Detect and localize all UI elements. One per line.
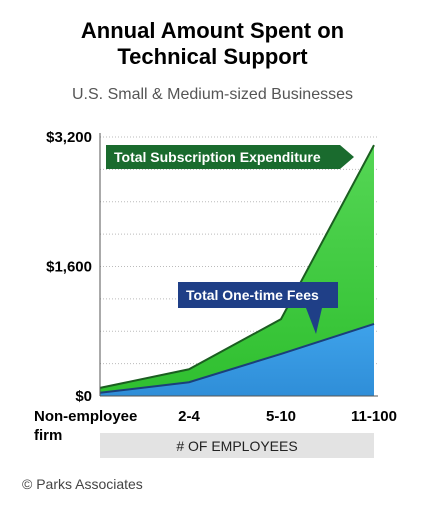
- x-tick-label: 5-10: [266, 408, 296, 425]
- title-line-1: Annual Amount Spent on: [80, 18, 345, 43]
- y-tick-label: $0: [75, 388, 92, 405]
- label-onetime-bg: [178, 282, 338, 334]
- series-area-onetime: [100, 323, 374, 396]
- x-axis-title-band: [100, 433, 374, 458]
- x-tick-label: Non-employee: [34, 408, 137, 425]
- series-line-subscription: [99, 144, 375, 389]
- chart-title: Annual Amount Spent on Technical Support: [0, 18, 425, 70]
- title-line-2: Technical Support: [117, 44, 308, 69]
- copyright-text: © Parks Associates: [22, 476, 143, 492]
- x-tick-label: 11-100: [351, 408, 397, 425]
- label-subscription-text: Total Subscription Expenditure: [114, 149, 321, 165]
- x-tick-label: 2-4: [178, 408, 200, 425]
- y-tick-label: $1,600: [46, 259, 92, 276]
- x-tick-label-continued: firm: [34, 427, 62, 444]
- chart-subtitle: U.S. Small & Medium-sized Businesses: [72, 86, 353, 103]
- label-subscription-bg: [106, 145, 354, 169]
- series-line-onetime: [99, 323, 375, 394]
- x-axis-title: # OF EMPLOYEES: [176, 438, 297, 454]
- series-area-subscription: [100, 145, 374, 396]
- y-tick-label: $3,200: [46, 129, 92, 146]
- label-onetime-text: Total One-time Fees: [186, 287, 319, 303]
